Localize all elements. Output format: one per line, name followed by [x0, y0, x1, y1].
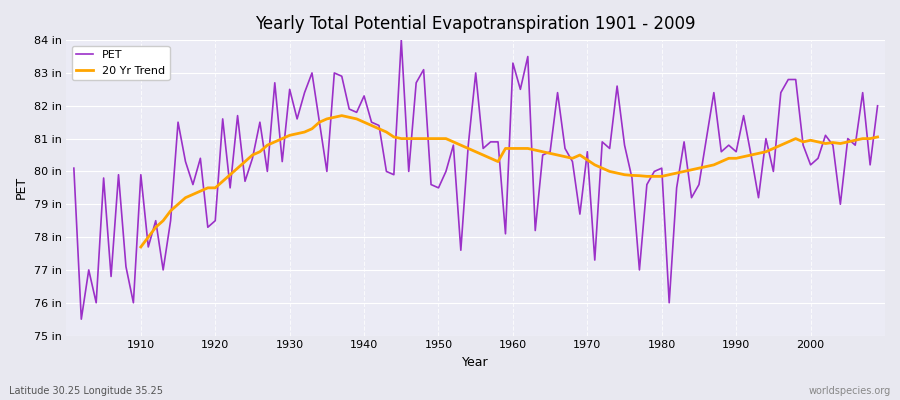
20 Yr Trend — [582, 158, 593, 162]
Line: PET: PET — [74, 40, 878, 319]
Title: Yearly Total Potential Evapotranspiration 1901 - 2009: Yearly Total Potential Evapotranspiratio… — [256, 15, 696, 33]
20 Yr Trend — [337, 113, 347, 118]
PET — [135, 172, 146, 177]
20 Yr Trend — [820, 141, 831, 146]
PET — [396, 38, 407, 42]
PET — [872, 103, 883, 108]
20 Yr Trend — [842, 140, 853, 144]
20 Yr Trend — [277, 136, 288, 141]
PET — [299, 90, 310, 95]
X-axis label: Year: Year — [463, 356, 489, 369]
Line: 20 Yr Trend: 20 Yr Trend — [140, 116, 877, 247]
20 Yr Trend — [135, 244, 146, 249]
PET — [76, 317, 86, 322]
PET — [515, 87, 526, 92]
Legend: PET, 20 Yr Trend: PET, 20 Yr Trend — [72, 46, 169, 80]
Text: Latitude 30.25 Longitude 35.25: Latitude 30.25 Longitude 35.25 — [9, 386, 163, 396]
PET — [344, 107, 355, 112]
20 Yr Trend — [307, 126, 318, 131]
20 Yr Trend — [872, 134, 883, 139]
PET — [612, 84, 623, 88]
Text: worldspecies.org: worldspecies.org — [809, 386, 891, 396]
20 Yr Trend — [522, 146, 533, 151]
PET — [522, 54, 533, 59]
PET — [68, 166, 79, 170]
Y-axis label: PET: PET — [15, 176, 28, 200]
